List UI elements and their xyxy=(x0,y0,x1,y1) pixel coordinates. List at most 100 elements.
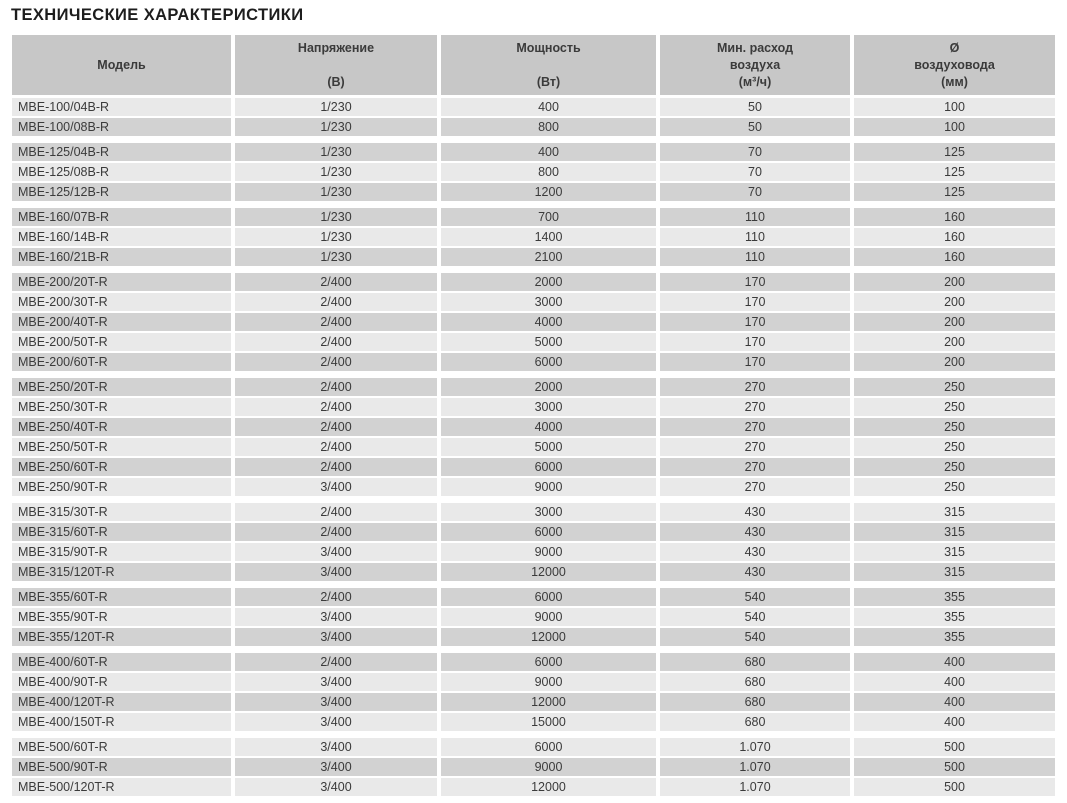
power-cell: 6000 xyxy=(441,458,656,476)
column-header-line: Мощность xyxy=(516,40,581,55)
airflow-cell: 270 xyxy=(660,458,850,476)
column-header-line: воздуха xyxy=(729,57,781,72)
diameter-cell: 200 xyxy=(854,273,1055,291)
model-cell: MBE-160/14B-R xyxy=(12,228,231,246)
voltage-cell: 3/400 xyxy=(235,713,437,731)
voltage-cell: 2/400 xyxy=(235,458,437,476)
model-group-MBE-500: MBE-500/60T-R 3/400 6000 1.070 500 MBE-500/90… xyxy=(12,738,1055,796)
power-cell: 800 xyxy=(441,163,656,181)
voltage-cell: 3/400 xyxy=(235,608,437,626)
power-cell: 12000 xyxy=(441,778,656,796)
model-cell: MBE-200/60T-R xyxy=(12,353,231,371)
model-cell: MBE-125/04B-R xyxy=(12,143,231,161)
model-cell: MBE-200/20T-R xyxy=(12,273,231,291)
table-row: MBE-500/90T-R 3/400 9000 1.070 500 xyxy=(12,758,1055,776)
voltage-cell: 3/400 xyxy=(235,673,437,691)
voltage-cell: 2/400 xyxy=(235,313,437,331)
airflow-cell: 110 xyxy=(660,228,850,246)
voltage-cell: 1/230 xyxy=(235,228,437,246)
airflow-cell: 680 xyxy=(660,713,850,731)
airflow-cell: 270 xyxy=(660,378,850,396)
table-row: MBE-160/21B-R 1/230 2100 110 160 xyxy=(12,248,1055,266)
airflow-cell: 270 xyxy=(660,418,850,436)
model-cell: MBE-250/50T-R xyxy=(12,438,231,456)
power-cell: 6000 xyxy=(441,523,656,541)
voltage-cell: 2/400 xyxy=(235,293,437,311)
diameter-cell: 250 xyxy=(854,398,1055,416)
model-cell: MBE-355/90T-R xyxy=(12,608,231,626)
diameter-cell: 315 xyxy=(854,503,1055,521)
diameter-cell: 125 xyxy=(854,163,1055,181)
power-cell: 12000 xyxy=(441,628,656,646)
table-row: MBE-125/12B-R 1/230 1200 70 125 xyxy=(12,183,1055,201)
power-cell: 6000 xyxy=(441,738,656,756)
voltage-cell: 2/400 xyxy=(235,503,437,521)
airflow-cell: 170 xyxy=(660,333,850,351)
model-cell: MBE-400/90T-R xyxy=(12,673,231,691)
voltage-cell: 1/230 xyxy=(235,163,437,181)
table-row: MBE-250/60T-R 2/400 6000 270 250 xyxy=(12,458,1055,476)
diameter-cell: 500 xyxy=(854,778,1055,796)
column-header-line: воздуховода xyxy=(914,57,995,72)
diameter-cell: 100 xyxy=(854,118,1055,136)
power-cell: 9000 xyxy=(441,758,656,776)
diameter-cell: 355 xyxy=(854,608,1055,626)
voltage-cell: 2/400 xyxy=(235,398,437,416)
airflow-cell: 70 xyxy=(660,183,850,201)
model-group-MBE-125: MBE-125/04B-R 1/230 400 70 125 MBE-125/08B-R 1… xyxy=(12,143,1055,201)
power-cell: 2100 xyxy=(441,248,656,266)
airflow-cell: 70 xyxy=(660,163,850,181)
airflow-cell: 1.070 xyxy=(660,758,850,776)
diameter-cell: 250 xyxy=(854,378,1055,396)
column-header-line: (Вт) xyxy=(536,74,561,89)
table-row: MBE-400/90T-R 3/400 9000 680 400 xyxy=(12,673,1055,691)
table-row: MBE-400/60T-R 2/400 6000 680 400 xyxy=(12,653,1055,671)
power-cell: 12000 xyxy=(441,563,656,581)
diameter-cell: 315 xyxy=(854,563,1055,581)
column-header-power: Мощность (Вт) xyxy=(441,35,656,95)
table-row: MBE-100/04B-R 1/230 400 50 100 xyxy=(12,98,1055,116)
table-row: MBE-400/120T-R 3/400 12000 680 400 xyxy=(12,693,1055,711)
diameter-cell: 200 xyxy=(854,333,1055,351)
diameter-cell: 200 xyxy=(854,353,1055,371)
model-cell: MBE-355/120T-R xyxy=(12,628,231,646)
model-cell: MBE-315/60T-R xyxy=(12,523,231,541)
model-cell: MBE-500/90T-R xyxy=(12,758,231,776)
column-header-model: Модель xyxy=(12,35,231,95)
power-cell: 9000 xyxy=(441,608,656,626)
voltage-cell: 2/400 xyxy=(235,273,437,291)
diameter-cell: 315 xyxy=(854,523,1055,541)
voltage-cell: 2/400 xyxy=(235,333,437,351)
airflow-cell: 430 xyxy=(660,563,850,581)
model-group-MBE-355: MBE-355/60T-R 2/400 6000 540 355 MBE-355/90T-… xyxy=(12,588,1055,646)
voltage-cell: 1/230 xyxy=(235,143,437,161)
airflow-cell: 170 xyxy=(660,273,850,291)
model-group-MBE-160: MBE-160/07B-R 1/230 700 110 160 MBE-160/14B-R… xyxy=(12,208,1055,266)
power-cell: 6000 xyxy=(441,653,656,671)
power-cell: 9000 xyxy=(441,673,656,691)
model-cell: MBE-400/150T-R xyxy=(12,713,231,731)
model-cell: MBE-315/90T-R xyxy=(12,543,231,561)
column-header-line: (мм) xyxy=(941,74,968,89)
table-body: MBE-100/04B-R 1/230 400 50 100 MBE-100/08B-R 1… xyxy=(12,98,1055,796)
table-header: Модель Напряжение (В) Мощность (Вт) Мин. расх… xyxy=(12,35,1055,95)
voltage-cell: 2/400 xyxy=(235,588,437,606)
airflow-cell: 540 xyxy=(660,628,850,646)
voltage-cell: 2/400 xyxy=(235,418,437,436)
model-cell: MBE-125/08B-R xyxy=(12,163,231,181)
airflow-cell: 170 xyxy=(660,293,850,311)
airflow-cell: 110 xyxy=(660,208,850,226)
model-cell: MBE-400/120T-R xyxy=(12,693,231,711)
model-group-MBE-100: MBE-100/04B-R 1/230 400 50 100 MBE-100/08B-R 1… xyxy=(12,98,1055,136)
diameter-cell: 250 xyxy=(854,458,1055,476)
power-cell: 400 xyxy=(441,98,656,116)
diameter-cell: 200 xyxy=(854,313,1055,331)
voltage-cell: 1/230 xyxy=(235,98,437,116)
model-cell: MBE-315/120T-R xyxy=(12,563,231,581)
model-cell: MBE-400/60T-R xyxy=(12,653,231,671)
table-row: MBE-200/50T-R 2/400 5000 170 200 xyxy=(12,333,1055,351)
airflow-cell: 110 xyxy=(660,248,850,266)
power-cell: 2000 xyxy=(441,378,656,396)
diameter-cell: 400 xyxy=(854,673,1055,691)
